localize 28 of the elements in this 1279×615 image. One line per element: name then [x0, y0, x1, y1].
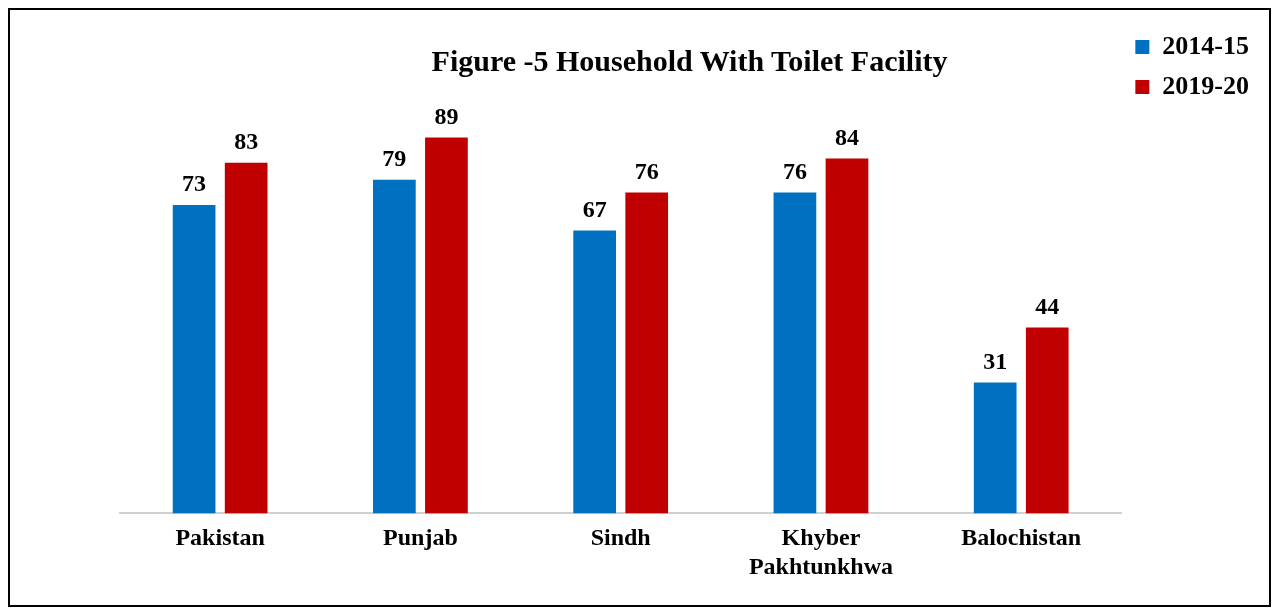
bar	[373, 179, 416, 514]
data-label: 76	[634, 157, 659, 184]
x-tick-label: Khyber Pakhtunkhwa	[748, 524, 893, 579]
data-label: 79	[382, 144, 407, 171]
data-label: 76	[782, 157, 807, 184]
x-tick-label: Balochistan	[961, 524, 1082, 550]
bar	[1025, 327, 1069, 514]
data-label: 44	[1035, 292, 1060, 319]
bar	[973, 382, 1017, 514]
x-tick-label: Punjab	[383, 524, 458, 550]
bar	[573, 230, 616, 514]
x-tick-label: Pakistan	[175, 524, 265, 550]
data-label: 83	[234, 128, 259, 155]
bar	[825, 158, 869, 514]
data-label: 67	[582, 195, 607, 222]
data-label: 84	[834, 123, 859, 150]
data-label: 89	[434, 102, 459, 129]
bar	[224, 162, 268, 514]
bar	[773, 192, 817, 514]
bar	[625, 192, 669, 514]
data-label: 73	[182, 170, 207, 197]
legend-label: 2014-15	[1162, 30, 1250, 60]
data-label: 31	[983, 347, 1008, 374]
bar	[172, 205, 216, 514]
x-tick-label: Sindh	[590, 524, 651, 550]
bar	[425, 137, 468, 514]
chart-title: Figure -5 Household With Toilet Facility	[431, 43, 948, 77]
legend-label: 2019-20	[1162, 70, 1250, 100]
